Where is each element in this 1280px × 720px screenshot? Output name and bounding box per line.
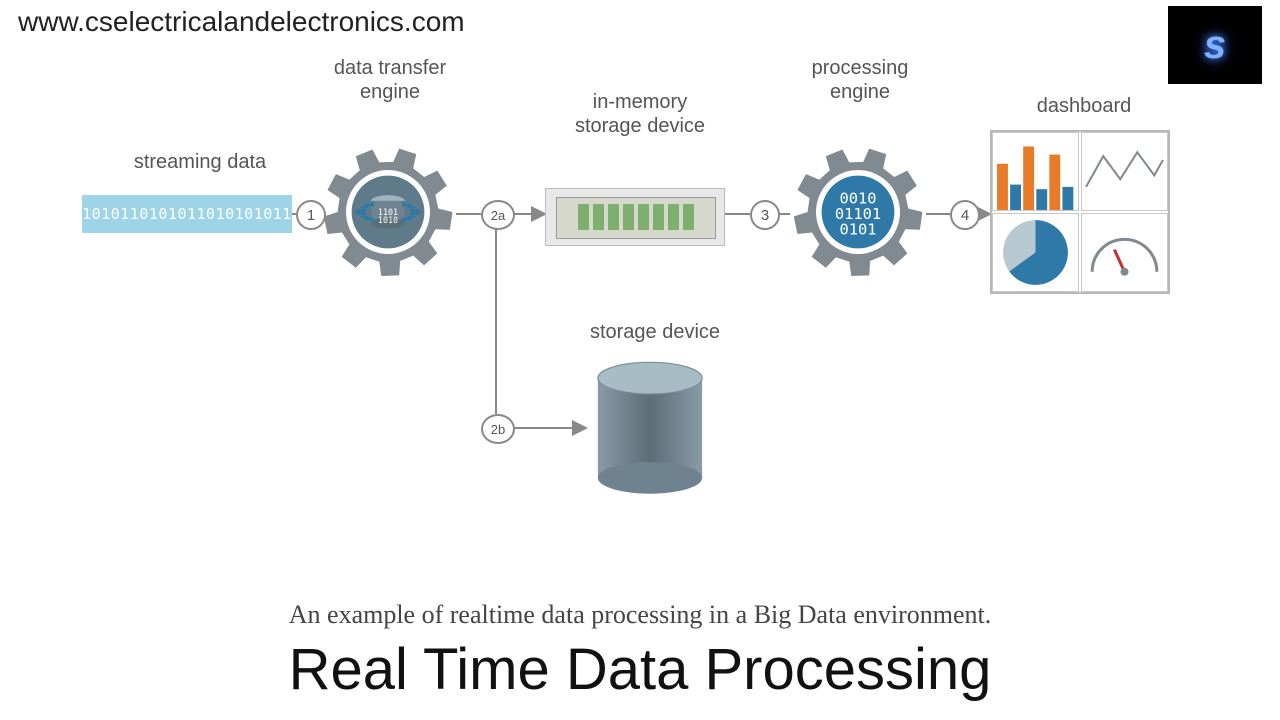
dashboard-line-chart <box>1081 132 1168 211</box>
flow-diagram: streaming data 1010110101011010101011 da… <box>0 50 1280 570</box>
memory-label: in-memory storage device <box>560 90 720 138</box>
step-2b-badge: 2b <box>481 414 515 444</box>
step-4-badge: 4 <box>950 200 980 230</box>
header-url: www.cselectricalandelectronics.com <box>18 6 465 38</box>
dashboard-pie-chart <box>992 213 1079 292</box>
processing-engine-label: processing engine <box>800 56 920 104</box>
gear-icon-processing: 0010011010101 <box>788 142 928 282</box>
step-2a-badge: 2a <box>481 200 515 230</box>
streaming-data-box: 1010110101011010101011 <box>82 195 292 233</box>
storage-label: storage device <box>580 320 730 344</box>
diagram-caption: An example of realtime data processing i… <box>0 600 1280 630</box>
dashboard-label: dashboard <box>1024 94 1144 118</box>
memory-chip <box>556 197 716 239</box>
memory-device <box>545 188 725 246</box>
dashboard-bar-chart <box>992 132 1079 211</box>
streaming-label: streaming data <box>120 150 280 174</box>
page-title: Real Time Data Processing <box>0 636 1280 703</box>
step-1-badge: 1 <box>296 200 326 230</box>
svg-text:0101: 0101 <box>839 220 876 238</box>
transfer-engine-label: data transfer engine <box>320 56 460 104</box>
dashboard-panel <box>990 130 1170 294</box>
step-3-badge: 3 <box>750 200 780 230</box>
dashboard-gauge <box>1081 213 1168 292</box>
svg-text:1010: 1010 <box>378 215 398 225</box>
database-cylinder-icon <box>590 360 710 496</box>
gear-icon-transfer: 1101 1010 <box>318 142 458 282</box>
